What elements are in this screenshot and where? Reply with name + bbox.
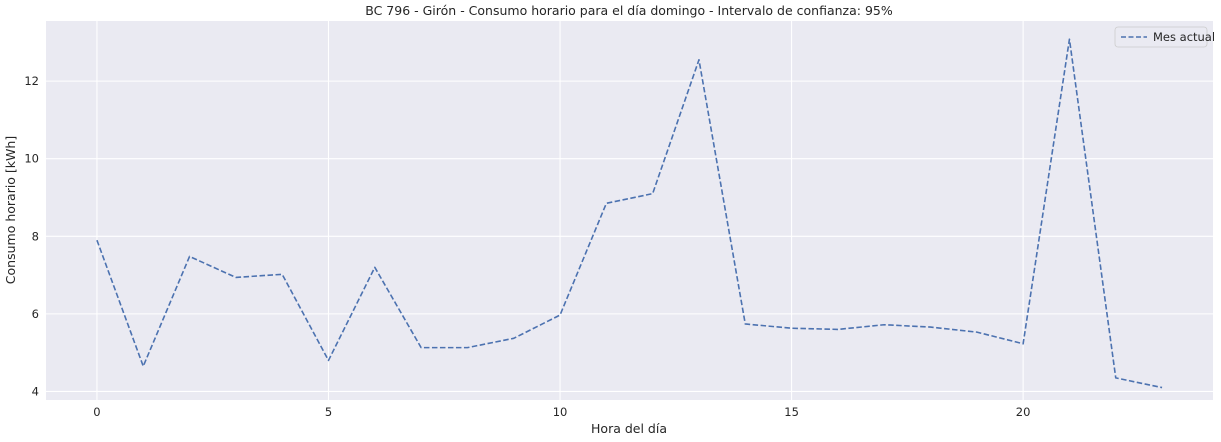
legend: Mes actual <box>1114 26 1215 48</box>
x-tick-labels: 0 5 10 15 20 <box>93 405 1030 419</box>
y-tick-label: 10 <box>24 152 39 166</box>
y-tick-label: 8 <box>32 229 39 243</box>
y-tick-label: 4 <box>32 384 39 398</box>
legend-label-mes-actual: Mes actual <box>1153 30 1215 44</box>
x-tick-label: 15 <box>784 405 799 419</box>
x-tick-label: 0 <box>93 405 100 419</box>
y-axis-title: Consumo horario [kWh] <box>3 136 18 284</box>
plot-background <box>46 21 1213 400</box>
y-tick-labels: 4 6 8 10 12 <box>24 74 39 398</box>
y-tick-label: 12 <box>24 74 39 88</box>
series-layer <box>96 38 1163 389</box>
x-tick-label: 10 <box>553 405 568 419</box>
legend-box <box>1114 26 1208 48</box>
y-tick-label: 6 <box>32 307 39 321</box>
x-axis-title: Hora del día <box>591 421 667 436</box>
chart-title: BC 796 - Girón - Consumo horario para el… <box>365 3 893 18</box>
x-tick-label: 20 <box>1016 405 1031 419</box>
series-line-0 <box>96 38 1163 389</box>
grid-lines <box>46 21 1213 400</box>
x-tick-label: 5 <box>325 405 332 419</box>
